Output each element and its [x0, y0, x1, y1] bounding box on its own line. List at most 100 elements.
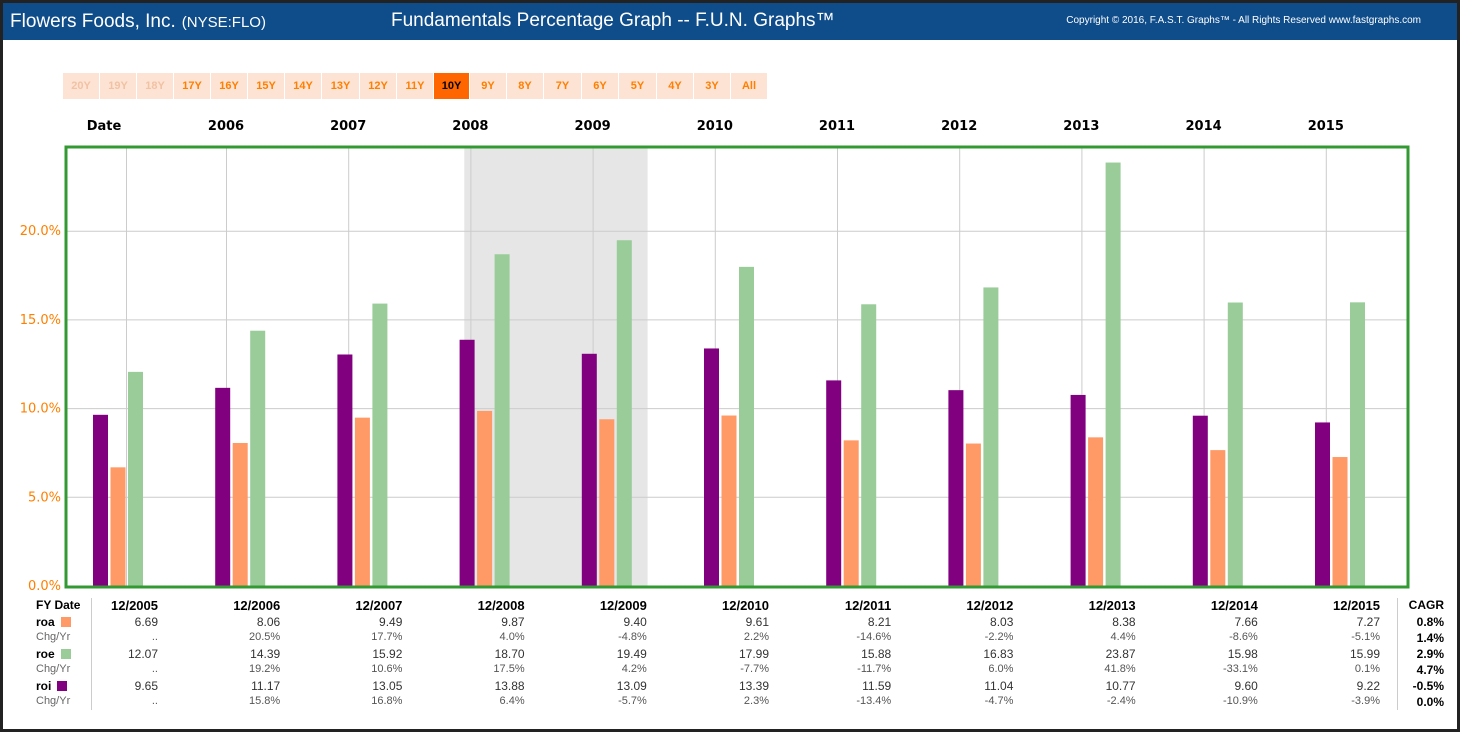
tab-19y[interactable]: 19Y — [100, 73, 136, 99]
table-cell: 15.99 — [1349, 647, 1380, 661]
cagr-cell: 4.7% — [1416, 663, 1444, 677]
cagr-cell: 1.4% — [1416, 631, 1444, 645]
roi-bar — [459, 339, 475, 586]
table-cell: 10.6% — [371, 663, 403, 675]
y-tick-label: 15.0% — [20, 313, 61, 328]
tab-9y[interactable]: 9Y — [470, 73, 506, 99]
table-cell: -10.9% — [1222, 695, 1258, 707]
table-cell: -14.6% — [856, 631, 892, 643]
table-cell: 9.65 — [134, 679, 158, 693]
roe-bar — [1227, 302, 1243, 586]
table-cell: -3.9% — [1351, 695, 1380, 707]
tab-12y[interactable]: 12Y — [360, 73, 396, 99]
table-cell: -8.6% — [1229, 631, 1258, 643]
tab-16y[interactable]: 16Y — [211, 73, 247, 99]
table-cell: -5.1% — [1351, 631, 1380, 643]
roi-bar — [215, 387, 231, 586]
table-cell: 7.27 — [1356, 615, 1380, 629]
row-label-text: Chg/Yr — [36, 695, 71, 707]
tab-7y[interactable]: 7Y — [544, 73, 581, 99]
tab-20y[interactable]: 20Y — [63, 73, 99, 99]
tab-14y[interactable]: 14Y — [285, 73, 321, 99]
roi-bar — [1070, 394, 1086, 586]
roe-bar — [861, 304, 877, 586]
table-cell: 11.17 — [251, 679, 281, 693]
table-cell: -13.4% — [856, 695, 892, 707]
tab-10y[interactable]: 10Y — [434, 73, 469, 99]
plot-frame — [64, 145, 1410, 589]
table-cell: 4.4% — [1110, 631, 1136, 643]
tab-4y[interactable]: 4Y — [657, 73, 693, 99]
tab-6y[interactable]: 6Y — [582, 73, 618, 99]
row-label-text: Chg/Yr — [36, 663, 71, 675]
roi-bar — [337, 354, 353, 586]
table-cell: 17.7% — [371, 631, 403, 643]
row-label-roi: roi — [36, 679, 68, 693]
tab-15y[interactable]: 15Y — [248, 73, 284, 99]
table-cell: 10.77 — [1105, 679, 1136, 693]
table-cell: -2.4% — [1106, 695, 1136, 707]
fy-date-cell: 12/2011 — [844, 598, 892, 613]
fundamentals-chart: Date 2006 2007 2008 2009 2010 2011 2012 2013 2014… — [20, 119, 1410, 593]
row-label-chg: Chg/Yr — [36, 695, 70, 707]
table-cell: 9.60 — [1234, 679, 1258, 693]
table-cell: 8.38 — [1112, 615, 1136, 629]
tab-3y[interactable]: 3Y — [694, 73, 730, 99]
table-cell: 15.92 — [372, 647, 403, 661]
graph-title: Fundamentals Percentage Graph -- F.U.N. … — [391, 10, 835, 31]
table-divider — [90, 598, 92, 710]
tab-5y[interactable]: 5Y — [619, 73, 656, 99]
table-cell: 9.49 — [379, 615, 403, 629]
tab-8y[interactable]: 8Y — [507, 73, 543, 99]
table-cell: 2.2% — [743, 631, 769, 643]
fy-date-cell: 12/2014 — [1210, 598, 1258, 613]
row-label-chg: Chg/Yr — [36, 663, 70, 675]
year-label-2011: 2011 — [819, 119, 855, 134]
table-cell: .. — [151, 631, 158, 643]
table-cell: -4.7% — [984, 695, 1014, 707]
table-row-chg: Chg/Yr.. 20.5% 17.7% 4.0% -4.8% 2.2% -14.6% -2.… — [3, 631, 1457, 648]
fy-date-cell: 12/2006 — [233, 598, 281, 613]
table-cell: 9.22 — [1356, 679, 1380, 693]
table-cell: -5.7% — [618, 695, 647, 707]
table-cell: 6.4% — [499, 695, 525, 707]
table-cell: 9.87 — [501, 615, 525, 629]
table-cell: 9.61 — [745, 615, 769, 629]
table-divider — [1396, 598, 1398, 710]
roa-bar — [477, 410, 493, 586]
row-label-chg: Chg/Yr — [36, 631, 70, 643]
roe-bar — [983, 287, 999, 586]
table-cell: -7.7% — [740, 663, 769, 675]
roi-bar — [93, 414, 108, 586]
row-label-text: roa — [36, 615, 55, 629]
tab-all[interactable]: All — [731, 73, 767, 99]
table-row-chg: Chg/Yr.. 19.2% 10.6% 17.5% 4.2% -7.7% -11.7% 6.… — [3, 663, 1457, 680]
table-cell: 13.39 — [738, 679, 769, 693]
tab-18y[interactable]: 18Y — [137, 73, 173, 99]
year-label-2008: 2008 — [452, 119, 488, 134]
row-label-roa: roa — [36, 615, 71, 629]
fy-date-cell: 12/2013 — [1088, 598, 1136, 613]
roa-bar — [843, 440, 859, 586]
roi-bar — [581, 353, 597, 586]
table-row-roe: roe 12.07 14.39 15.92 18.70 19.49 17.99 15.88 16… — [3, 647, 1457, 664]
table-cell: 18.70 — [494, 647, 525, 661]
y-tick-label: 20.0% — [20, 224, 61, 239]
roe-bar — [250, 330, 266, 586]
tab-11y[interactable]: 11Y — [397, 73, 433, 99]
year-label-2006: 2006 — [208, 119, 244, 134]
table-cell: 13.09 — [616, 679, 647, 693]
table-cell: .. — [151, 695, 158, 707]
table-cell: 9.40 — [623, 615, 647, 629]
y-tick-label: 5.0% — [28, 490, 61, 505]
timeframe-tabs: 20Y 19Y 18Y 17Y 16Y 15Y 14Y 13Y 12Y 11Y 10Y 9Y 8Y 7Y 6… — [63, 73, 768, 99]
tab-17y[interactable]: 17Y — [174, 73, 210, 99]
table-cell: 19.2% — [249, 663, 281, 675]
roa-bar — [110, 467, 126, 586]
table-cell: 17.99 — [738, 647, 769, 661]
table-cell: -2.2% — [984, 631, 1014, 643]
cagr-cell: 0.0% — [1416, 695, 1444, 709]
table-cell: 8.21 — [867, 615, 892, 629]
tab-13y[interactable]: 13Y — [322, 73, 359, 99]
